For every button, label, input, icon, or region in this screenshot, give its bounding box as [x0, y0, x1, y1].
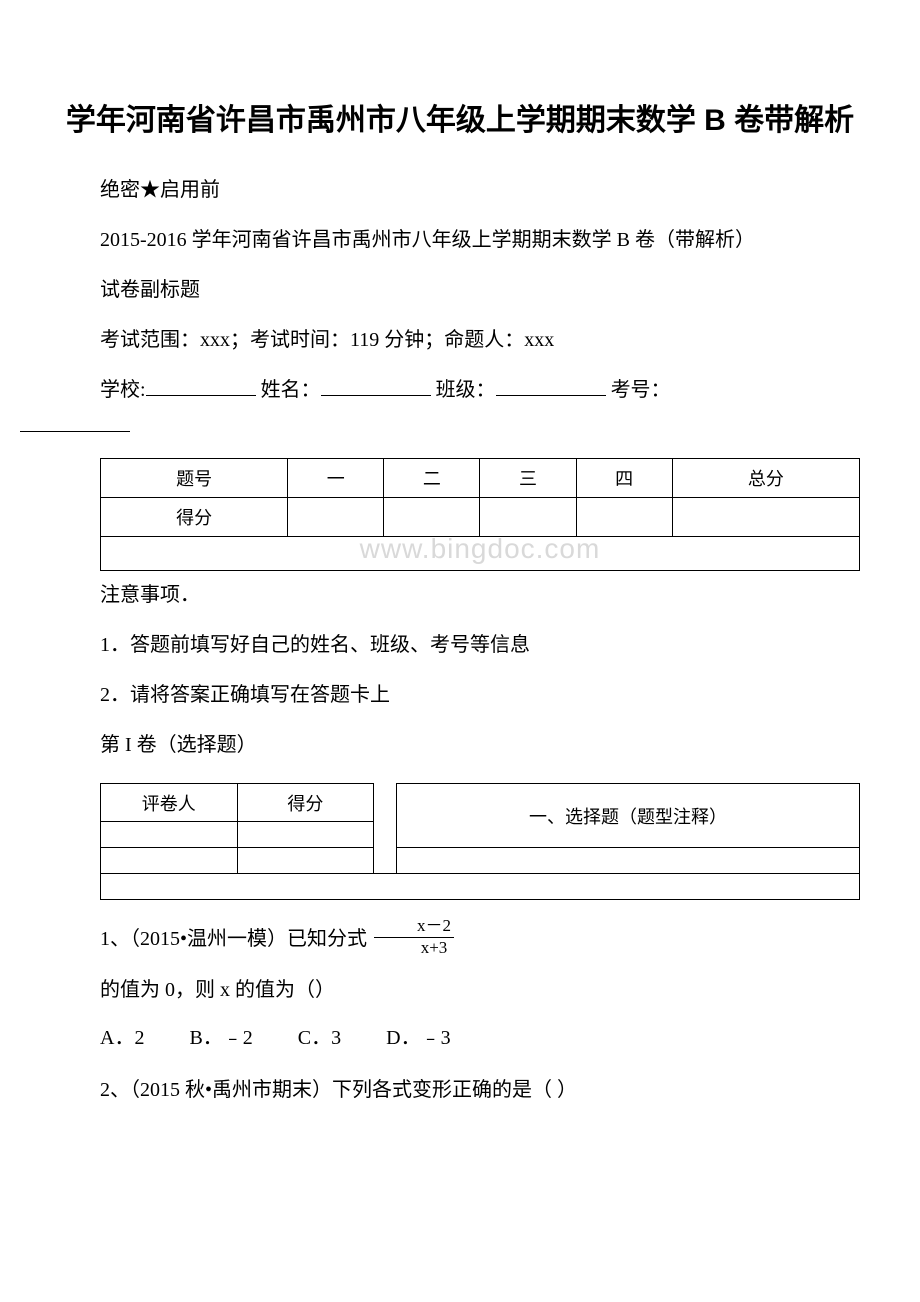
question-1-line1: 1、（2015•温州一模）已知分式 x－2 x+3 [60, 920, 860, 961]
subtitle: 试卷副标题 [60, 272, 860, 308]
q1-prefix: 1、（2015•温州一模）已知分式 [100, 928, 367, 950]
cell-label: 得分 [101, 498, 288, 537]
cell [101, 874, 860, 900]
cell-gap [374, 848, 397, 874]
cell [237, 848, 374, 874]
cell: 二 [384, 459, 480, 498]
cell [237, 822, 374, 848]
notice-2: 2．请将答案正确填写在答题卡上 [60, 677, 860, 713]
table-row: 评卷人 得分 一、选择题（题型注释） [101, 784, 860, 822]
cell: 总分 [672, 459, 859, 498]
table-row: 题号 一 二 三 四 总分 [101, 459, 860, 498]
cell-grader: 评卷人 [101, 784, 238, 822]
table-row: 得分 [101, 498, 860, 537]
cell [480, 498, 576, 537]
question-1-options: A．2 B．﹣2 C．3 D．﹣3 [60, 1019, 860, 1057]
cell [672, 498, 859, 537]
option-c: C．3 [298, 1027, 341, 1049]
cell: 一 [288, 459, 384, 498]
confidential-line: 绝密★启用前 [60, 172, 860, 208]
notice-1: 1．答题前填写好自己的姓名、班级、考号等信息 [60, 627, 860, 663]
section-1: 第 I 卷（选择题） [60, 727, 860, 763]
question-2: 2、（2015 秋•禹州市期末）下列各式变形正确的是（ ） [60, 1071, 860, 1109]
cell-gap [374, 822, 397, 848]
cell [396, 848, 859, 874]
blank-class [496, 395, 606, 396]
score-table: 题号 一 二 三 四 总分 得分 www.bingdoc.com [100, 458, 860, 571]
option-b: B．﹣2 [189, 1027, 252, 1049]
blank-school [146, 395, 256, 396]
cell-gap [374, 784, 397, 822]
watermark-text: www.bingdoc.com [360, 533, 601, 565]
table-row [101, 848, 860, 874]
option-d: D．﹣3 [386, 1027, 450, 1049]
blank-id [20, 431, 130, 432]
cell-label: 题号 [101, 459, 288, 498]
notice-heading: 注意事项． [60, 577, 860, 613]
cell [101, 822, 238, 848]
exam-info: 考试范围：xxx；考试时间：119 分钟；命题人：xxx [60, 322, 860, 358]
question-1-line2: 的值为 0，则 x 的值为（） [60, 971, 860, 1009]
label-name: 姓名： [261, 379, 321, 401]
option-a: A．2 [100, 1027, 144, 1049]
cell-score: 得分 [237, 784, 374, 822]
fraction-denominator: x+3 [374, 938, 454, 958]
fraction-numerator: x－2 [374, 917, 454, 938]
document-title: 学年河南省许昌市禹州市八年级上学期期末数学 B 卷带解析 [60, 100, 860, 142]
cell [101, 848, 238, 874]
grader-table: 评卷人 得分 一、选择题（题型注释） [100, 783, 860, 900]
cell [576, 498, 672, 537]
exam-name: 2015-2016 学年河南省许昌市禹州市八年级上学期期末数学 B 卷（带解析） [60, 222, 860, 258]
cell: 四 [576, 459, 672, 498]
cell [288, 498, 384, 537]
blank-name [321, 395, 431, 396]
label-school: 学校: [100, 379, 146, 401]
label-id: 考号： [611, 379, 671, 401]
grader-table-wrap: 评卷人 得分 一、选择题（题型注释） [100, 783, 860, 900]
table-row [101, 874, 860, 900]
student-fields: 学校: 姓名： 班级： 考号： [60, 372, 860, 444]
fraction: x－2 x+3 [374, 917, 454, 957]
cell-watermark: www.bingdoc.com [101, 537, 860, 571]
label-class: 班级： [436, 379, 496, 401]
cell [384, 498, 480, 537]
cell: 三 [480, 459, 576, 498]
table-row: www.bingdoc.com [101, 537, 860, 571]
cell-section-title: 一、选择题（题型注释） [396, 784, 859, 848]
